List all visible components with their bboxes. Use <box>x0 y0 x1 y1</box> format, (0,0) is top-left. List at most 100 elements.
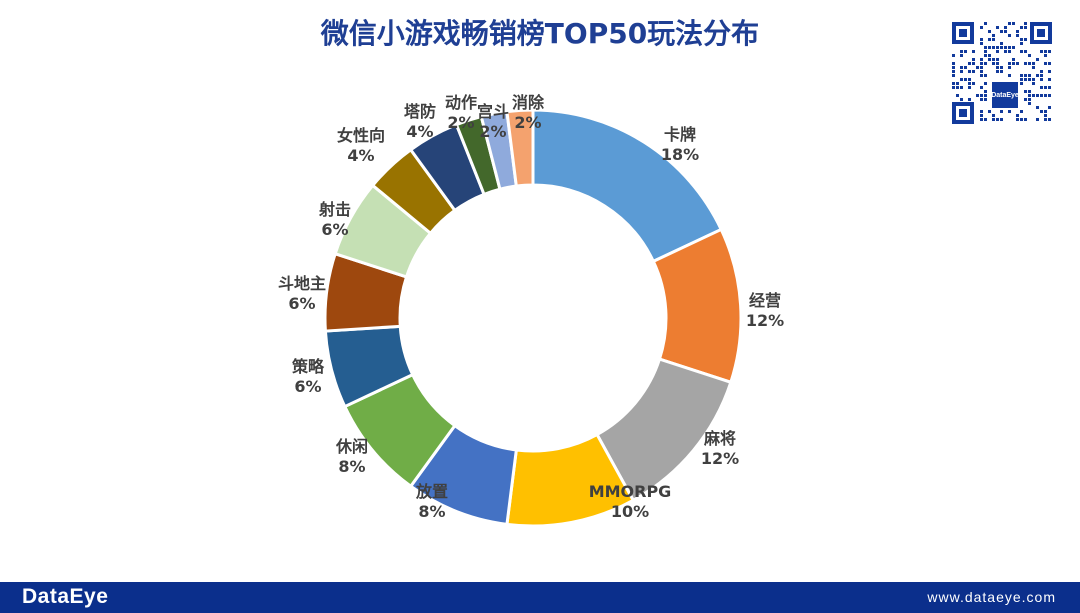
slice-value-label: 4% <box>347 146 374 165</box>
qr-dot <box>1020 74 1023 77</box>
qr-dot <box>1048 70 1051 73</box>
qr-dot <box>1028 94 1031 97</box>
slice-value-label: 8% <box>338 457 365 476</box>
qr-dot <box>984 50 987 53</box>
footer-brand: DataEye <box>22 585 109 608</box>
qr-dot <box>1008 22 1011 25</box>
qr-dot <box>1044 110 1047 113</box>
qr-dot <box>980 62 983 65</box>
qr-dot <box>1000 42 1003 45</box>
qr-dot <box>1044 62 1047 65</box>
qr-dot <box>996 58 999 61</box>
qr-dot <box>984 82 987 85</box>
qr-dot <box>980 110 983 113</box>
qr-dot <box>984 22 987 25</box>
qr-dot <box>968 70 971 73</box>
qr-dot <box>1036 58 1039 61</box>
qr-dot <box>1044 118 1047 121</box>
qr-dot <box>1004 30 1007 33</box>
qr-dot <box>996 118 999 121</box>
qr-dot <box>980 66 983 69</box>
qr-dot <box>1020 78 1023 81</box>
qr-dot <box>980 86 983 89</box>
qr-dot <box>1020 50 1023 53</box>
qr-dot <box>984 74 987 77</box>
slice-value-label: 6% <box>321 220 348 239</box>
qr-dot <box>1048 118 1051 121</box>
qr-dot <box>992 38 995 41</box>
qr-dot <box>1020 110 1023 113</box>
qr-dot <box>1012 62 1015 65</box>
qr-dot <box>1024 74 1027 77</box>
slice-value-label: 6% <box>288 294 315 313</box>
qr-dot <box>968 98 971 101</box>
slice-value-label: 2% <box>479 122 506 141</box>
qr-dot <box>1000 30 1003 33</box>
qr-dot <box>1048 78 1051 81</box>
qr-dot <box>1024 90 1027 93</box>
qr-dot <box>952 66 955 69</box>
slice-value-label: 8% <box>418 502 445 521</box>
qr-dot <box>1028 78 1031 81</box>
qr-dot <box>980 38 983 41</box>
qr-dot <box>972 50 975 53</box>
footer-bar: DataEye www.dataeye.com <box>0 582 1080 613</box>
qr-dot <box>952 86 955 89</box>
qr-dot <box>1008 62 1011 65</box>
qr-dot <box>980 42 983 45</box>
qr-dot <box>988 110 991 113</box>
qr-dot <box>956 86 959 89</box>
qr-dot <box>996 62 999 65</box>
qr-dot <box>996 70 999 73</box>
qr-dot <box>964 78 967 81</box>
qr-dot <box>980 26 983 29</box>
qr-dot <box>960 70 963 73</box>
qr-dot <box>1004 26 1007 29</box>
qr-dot <box>1032 62 1035 65</box>
slice-value-label: 10% <box>611 502 649 521</box>
qr-dot <box>1020 82 1023 85</box>
qr-dot <box>1000 118 1003 121</box>
qr-dot <box>1000 110 1003 113</box>
slice-category-label: 经营 <box>749 291 781 310</box>
qr-dot <box>984 90 987 93</box>
qr-dot <box>1032 94 1035 97</box>
qr-dot <box>952 82 955 85</box>
slice-value-label: 2% <box>447 113 474 132</box>
qr-dot <box>968 62 971 65</box>
slice-category-label: 女性向 <box>337 126 385 145</box>
qr-dot <box>992 118 995 121</box>
qr-dot <box>996 46 999 49</box>
qr-dot <box>1036 94 1039 97</box>
qr-dot <box>980 118 983 121</box>
qr-dot <box>972 58 975 61</box>
qr-dot <box>1024 26 1027 29</box>
qr-dot <box>988 54 991 57</box>
qr-dot <box>952 54 955 57</box>
qr-dot <box>1028 102 1031 105</box>
qr-dot <box>968 86 971 89</box>
qr-dot <box>1008 74 1011 77</box>
qr-dot <box>1008 50 1011 53</box>
qr-dot <box>980 74 983 77</box>
qr-dot <box>1004 50 1007 53</box>
qr-dot <box>1040 94 1043 97</box>
slice-category-label: 卡牌 <box>664 125 696 144</box>
qr-dot <box>1016 62 1019 65</box>
qr-dot <box>1012 46 1015 49</box>
slice-value-label: 4% <box>406 122 433 141</box>
slice-category-label: 休闲 <box>335 437 368 456</box>
qr-dot <box>1040 110 1043 113</box>
qr-dot <box>992 34 995 37</box>
qr-dot <box>1028 90 1031 93</box>
qr-dot <box>952 70 955 73</box>
slice-value-label: 12% <box>701 449 739 468</box>
qr-dot <box>984 46 987 49</box>
qr-dot <box>1032 82 1035 85</box>
slice-category-label: 麻将 <box>703 429 736 448</box>
qr-dot <box>1028 74 1031 77</box>
qr-dot <box>1044 50 1047 53</box>
slice-value-label: 6% <box>294 377 321 396</box>
qr-dot <box>960 98 963 101</box>
qr-dot <box>992 58 995 61</box>
